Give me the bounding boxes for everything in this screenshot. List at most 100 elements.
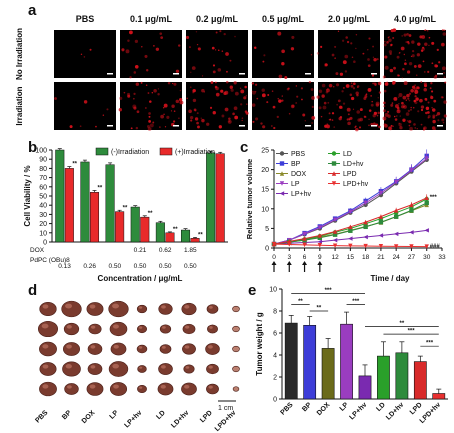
legend-label: PBS: [291, 151, 305, 158]
bar: [303, 324, 317, 400]
fluorescence-spot: [310, 88, 314, 91]
tumor: [158, 303, 173, 315]
tumor-highlight: [113, 344, 119, 349]
fluorescence-spot: [281, 99, 284, 102]
fluorescence-spot: [373, 122, 376, 126]
fluorescence-spot: [377, 111, 380, 115]
fluorescence-spot: [175, 99, 180, 104]
fluorescence-spot: [345, 84, 350, 88]
fluorescence-spot: [239, 87, 242, 89]
data-point: [317, 243, 323, 248]
tumor: [61, 300, 82, 318]
y-tick-label: 20: [261, 167, 269, 174]
fluorescence-spot: [395, 115, 398, 117]
fluorescence-spot: [384, 41, 386, 43]
fluorescence-spot: [430, 82, 433, 85]
fluorescence-spot: [201, 75, 204, 77]
fluorescence-spot: [201, 118, 205, 123]
scale-bar: [239, 73, 245, 75]
fluorescence-spot: [368, 124, 370, 127]
fluorescence-spot: [389, 68, 394, 73]
fluorescence-spot: [135, 82, 140, 86]
data-point: [332, 217, 338, 222]
fluorescence-spot: [261, 93, 266, 98]
fluorescence-spot: [384, 65, 389, 70]
fluorescence-spot: [427, 116, 430, 119]
fluorescence-spot: [212, 70, 216, 74]
fluorescence-spot: [125, 49, 130, 54]
fluorescence-spot: [443, 71, 445, 74]
fluorescence-spot: [152, 121, 155, 124]
fluorescence-spot: [333, 126, 336, 128]
fluorescence-spot: [398, 93, 403, 97]
fluorescence-spot: [133, 106, 137, 110]
fluorescence-spot: [408, 43, 410, 45]
bar: [155, 222, 165, 243]
fluorescence-spot: [404, 62, 407, 66]
fluorescence-spot: [398, 122, 402, 127]
data-point: [424, 195, 429, 201]
fluorescence-spot: [339, 72, 344, 76]
fluorescence-spot: [393, 96, 398, 101]
fluorescence-spot: [436, 48, 439, 52]
tumor-highlight: [208, 385, 213, 389]
column-header: 0.2 μg/mL: [196, 14, 239, 24]
bar: [215, 153, 225, 243]
tumor-highlight: [42, 384, 49, 389]
fluorescence-spot: [267, 94, 270, 96]
row-label-dox: DOX: [30, 247, 45, 254]
fluorescence-spot: [405, 112, 410, 116]
tumor-highlight: [42, 304, 49, 309]
data-point: [317, 233, 323, 238]
x-tick-label: 0: [272, 254, 276, 261]
tumor: [108, 300, 129, 318]
tumor-group-label: LD: [155, 409, 167, 421]
tumor: [39, 341, 57, 357]
fluorescence-spot: [135, 126, 139, 130]
fluorescence-spot: [349, 93, 353, 97]
tumor: [232, 345, 240, 353]
tumor-highlight: [162, 326, 166, 329]
fluorescence-spot: [414, 92, 417, 95]
fluorescence-spot: [291, 104, 295, 108]
fluorescence-spot: [179, 100, 184, 105]
tumor-group-label: DOX: [81, 409, 97, 425]
fluorescence-spot: [336, 103, 339, 106]
tumor-highlight: [207, 345, 213, 349]
fluorescence-spot: [370, 95, 372, 97]
fluorescence-spot: [310, 54, 313, 56]
fluorescence-spot: [263, 54, 266, 57]
fluorescence-spot: [383, 118, 386, 121]
fluorescence-spot: [234, 91, 239, 96]
tumor-highlight: [160, 384, 166, 389]
data-point: [331, 171, 337, 176]
data-point: [332, 232, 338, 237]
fluorescence-spot: [338, 105, 343, 109]
tumor: [64, 383, 79, 395]
fluorescence-spot: [405, 99, 407, 101]
fluorescence-spot: [372, 56, 375, 59]
fluorescence-spot: [318, 89, 323, 94]
data-point: [279, 161, 285, 166]
fluorescence-spot: [321, 83, 326, 88]
fluorescence-spot: [367, 58, 370, 61]
fluorescence-spot: [54, 97, 57, 100]
fluorescence-spot: [406, 93, 410, 98]
fluorescence-spot: [390, 124, 393, 127]
data-point: [424, 200, 429, 206]
fluorescence-spot: [431, 90, 434, 93]
y-tick-label: 8: [273, 309, 277, 316]
fluorescence-spot: [420, 81, 423, 83]
fluorescence-spot: [127, 94, 131, 98]
tumor: [39, 302, 57, 316]
tumor: [63, 322, 80, 336]
fluorescence-spot: [416, 53, 421, 57]
scale-bar: [437, 125, 443, 127]
injection-arrowhead: [286, 261, 292, 265]
fluorescence-spot: [425, 106, 430, 111]
fluorescence-spot: [295, 101, 298, 104]
fluorescence-spot: [147, 127, 152, 131]
fluorescence-spot: [166, 115, 170, 119]
bar: [377, 355, 390, 400]
fluorescence-spot: [425, 111, 428, 115]
